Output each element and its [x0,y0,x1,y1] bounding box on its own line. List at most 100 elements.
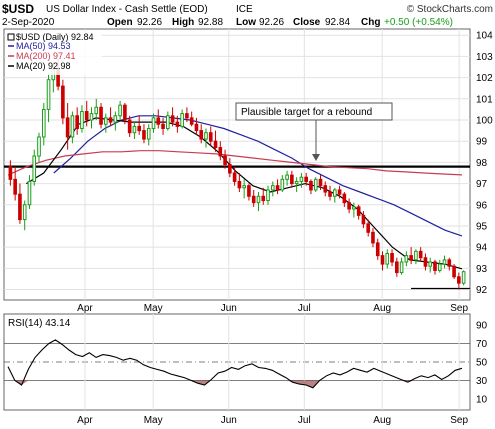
candle-body [99,106,103,125]
candle [99,103,103,129]
candle-body [18,193,22,221]
candle-body [418,250,423,259]
price-y-tick-label: 100 [476,116,493,127]
candle [313,177,318,193]
candle-body [108,117,113,123]
rsi-y-axis: 10 30 50 70 90 [476,321,488,406]
candle-body [27,180,32,206]
candle [457,272,461,290]
price-panel: 92 93 94 95 96 97 98 99 100 101 102 103 104 $USD (Da… [3,28,493,301]
candle [70,111,75,144]
close-label: Close [293,17,321,28]
rsi-y-tick-label: 90 [476,321,488,332]
close-value: 92.84 [325,17,350,28]
candle-body [266,189,270,202]
candle [409,247,413,265]
candle-body [223,155,227,165]
candle [356,204,361,220]
candle-body [247,185,251,197]
candle [256,192,261,212]
price-y-axis: 92 93 94 95 96 97 98 99 100 101 102 103 104 [476,31,493,296]
candle-body [61,85,65,119]
rsi-y-tick-label: 50 [476,358,488,369]
x-axis-labels-price: Apr May Jun Jul Aug Sep [77,303,468,314]
candle-body [461,271,466,284]
candle-body [294,180,299,185]
candle [27,175,32,209]
x-tick-label: Apr [77,415,93,426]
candle-body [375,242,380,257]
instrument-name: US Dollar Index - Cash Settle (EOD) [46,4,208,15]
candle-body [371,231,375,244]
legend-item-price: $USD (Daily) 92.84 [7,32,94,42]
candle-body [409,255,413,261]
low-value: 92.26 [259,17,284,28]
x-tick-label: Jun [221,415,237,426]
price-y-tick-label: 96 [476,200,488,211]
brand-label: © StockCharts.com [407,4,493,15]
candle-body [342,193,347,204]
candle [22,200,27,231]
candle [237,172,242,193]
candle-body [127,119,132,134]
candle [175,115,180,133]
candle-body [447,259,452,267]
candle-body [32,155,37,182]
rsi-panel: 10 30 50 70 90 RSI(14) 43.14 [3,313,488,411]
candle [218,141,223,161]
high-label: High [172,17,194,28]
candle [347,198,351,214]
candle-body [390,253,394,263]
candle-body [151,117,156,129]
symbol-label: $USD [2,2,34,16]
candle [13,166,17,201]
candle [170,107,175,127]
candle [337,185,342,199]
legend: $USD (Daily) 92.84 MA(50) 94.53 MA(200) … [6,31,102,75]
candle-body [280,178,285,191]
candle [452,264,456,279]
candle-body [204,132,208,140]
candle [418,247,423,262]
candle [113,111,118,131]
candle [332,187,337,203]
candle [270,181,275,197]
candle-body [194,123,199,132]
candle [433,259,437,275]
candle [380,251,385,271]
candle-body [146,127,151,140]
candle [108,107,113,127]
candle [299,172,304,188]
candle-body [80,111,84,129]
candle [461,270,466,286]
reference-lines [4,165,470,290]
candle-body [137,125,142,132]
candle-body [352,206,356,210]
candle-body [332,189,337,197]
candle [132,122,137,140]
candle-body [180,113,184,127]
candle-body [65,117,70,138]
candle [366,219,371,237]
candle [18,183,22,224]
candle-body [423,257,428,267]
candle-body [213,140,218,149]
candle-body [380,255,385,265]
candle [361,211,366,229]
series-line-ma50 [53,115,463,237]
candle [242,179,246,199]
candle [37,132,41,163]
candle-body [84,111,89,121]
candle [89,107,94,129]
candle-body [75,115,79,129]
x-tick-label: May [144,303,163,314]
candle [323,181,328,197]
candle-body [113,115,118,123]
series-line-ma20 [25,117,463,270]
rsi-y-tick-label: 10 [476,394,488,405]
candle-body [328,191,332,197]
candle [185,107,189,123]
legend-label-ma20: MA(20) 92.98 [16,61,71,71]
legend-label-ma200: MA(200) 97.41 [16,51,76,61]
